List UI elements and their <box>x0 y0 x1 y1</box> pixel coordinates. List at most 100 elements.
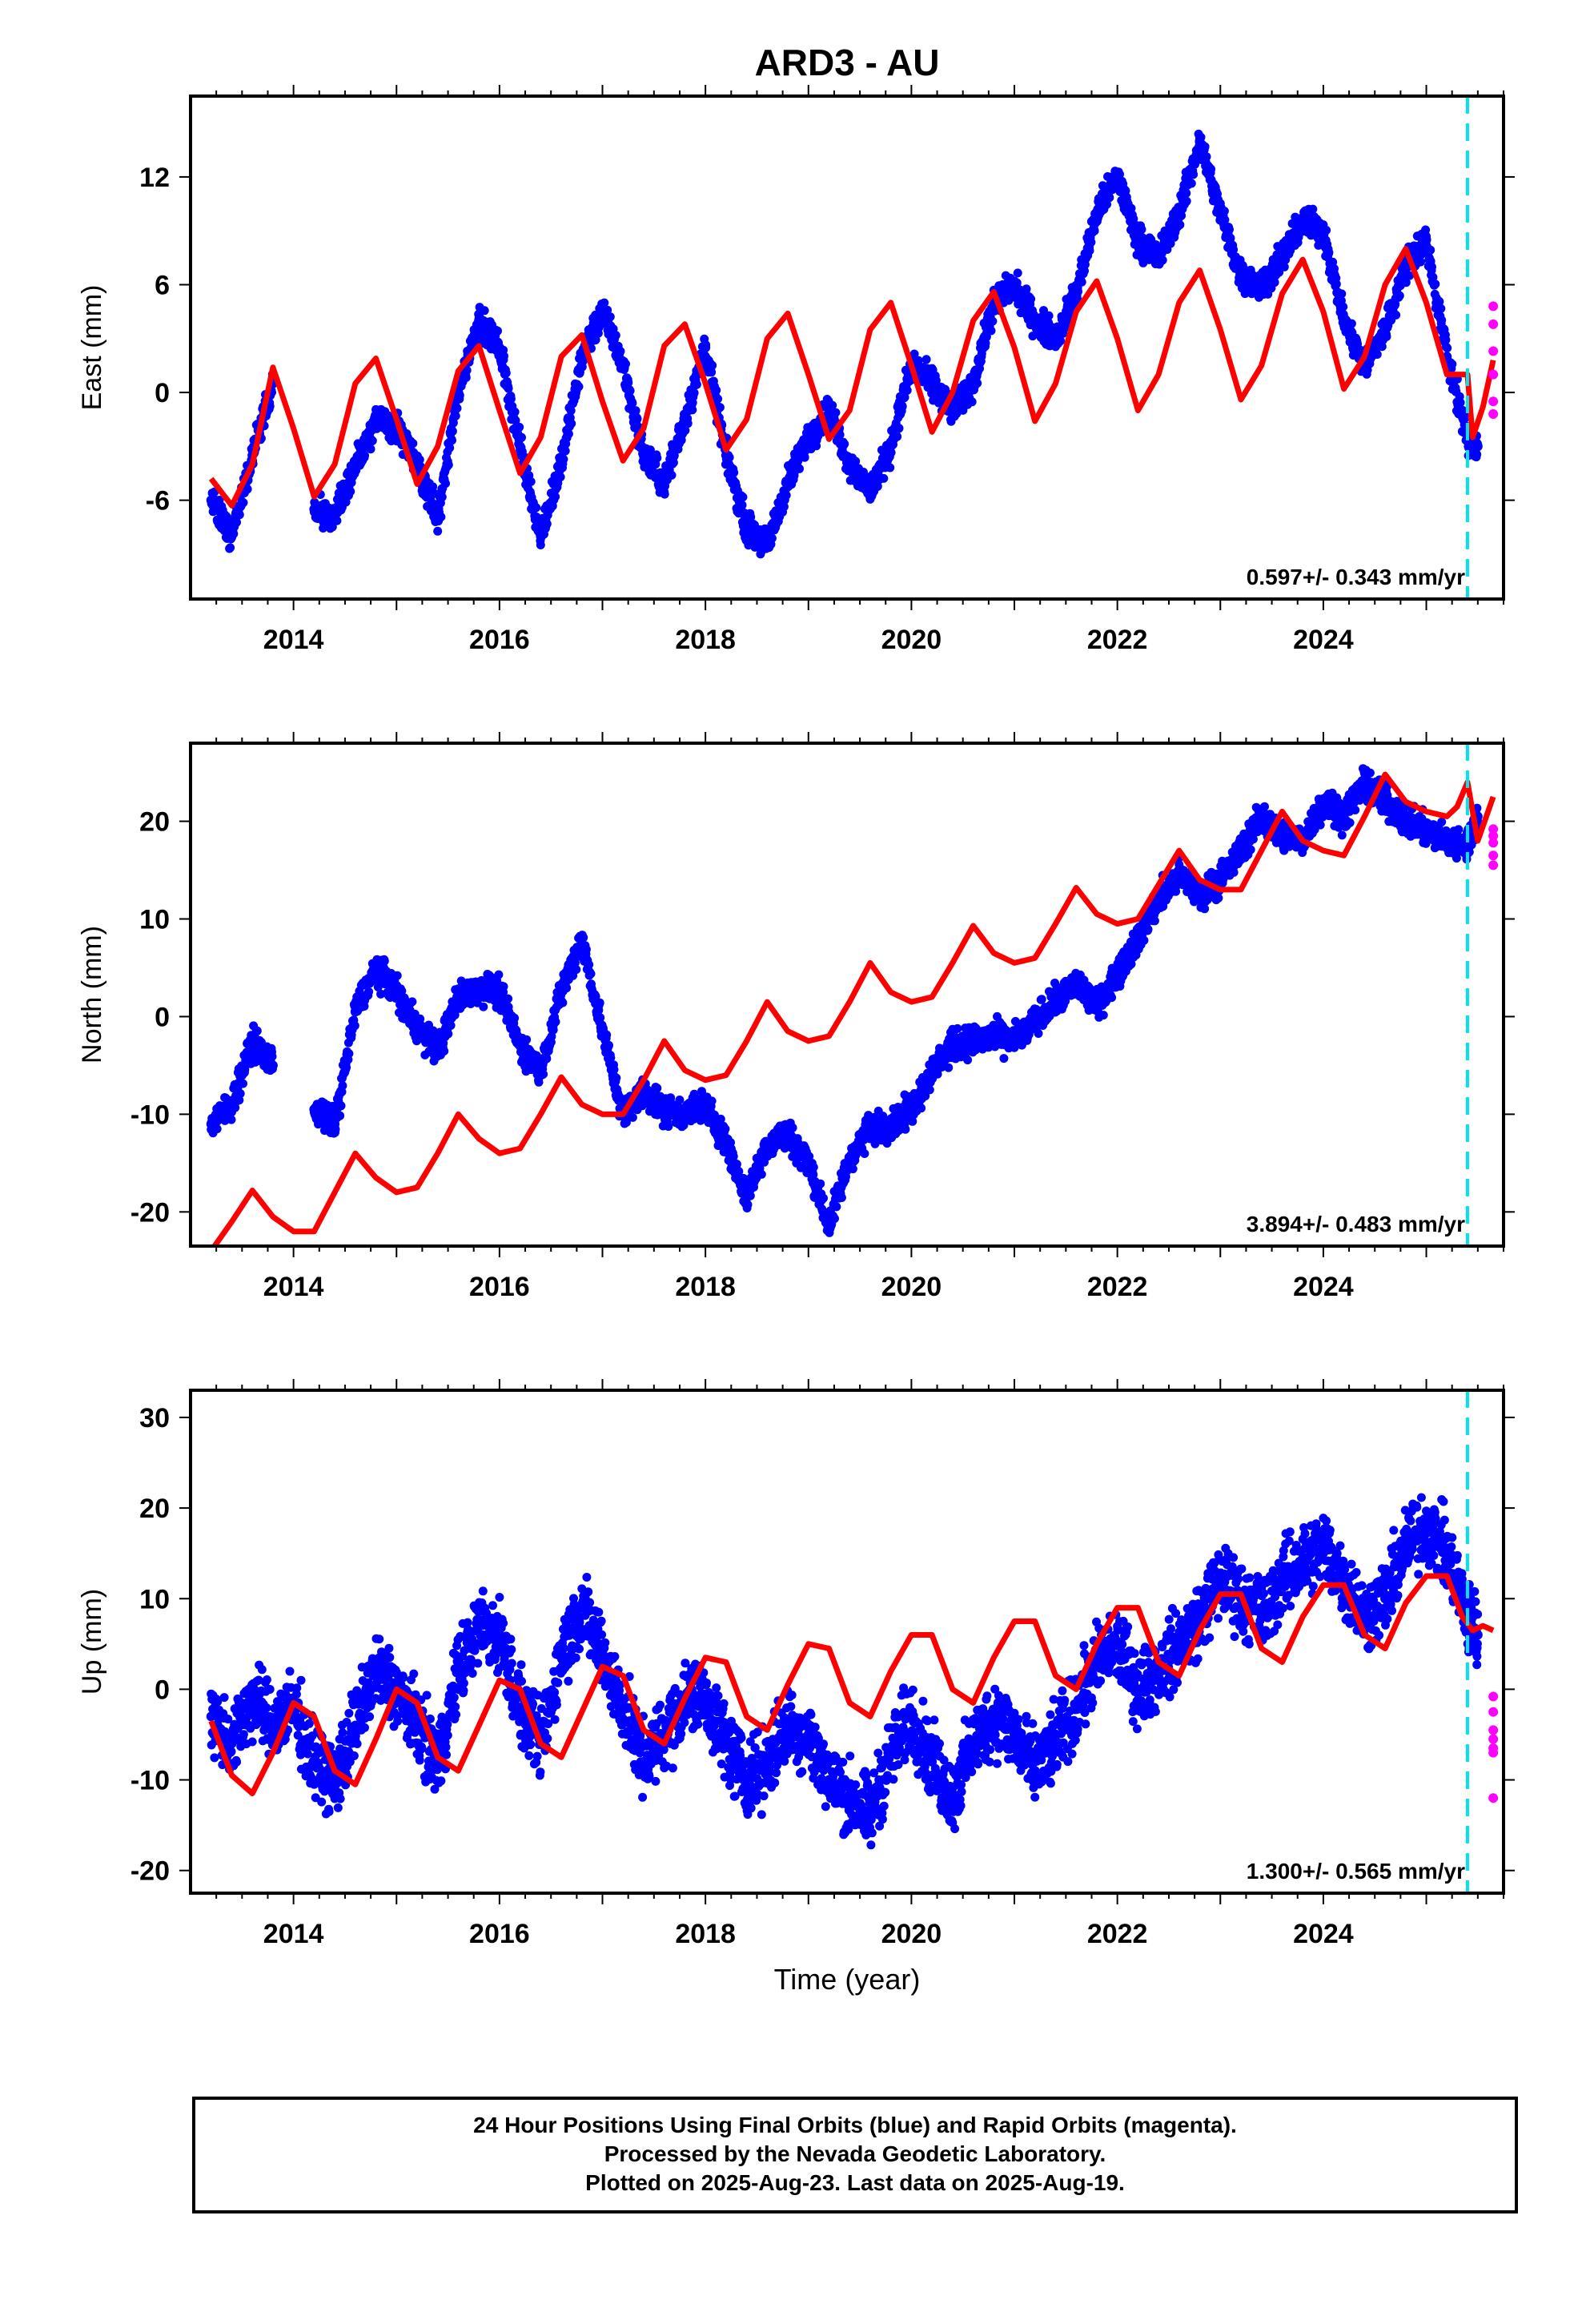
plot-frame-east <box>189 94 1505 601</box>
final-orbit-point <box>338 1081 347 1091</box>
final-orbit-point <box>638 450 648 460</box>
x-axis-east <box>215 85 1504 610</box>
final-orbit-point <box>606 1053 616 1063</box>
final-orbit-point <box>900 392 909 402</box>
y-tick-label: 6 <box>155 271 170 301</box>
final-orbit-point <box>845 459 855 469</box>
final-orbit-point <box>243 485 252 494</box>
final-orbit-point <box>605 312 615 322</box>
final-orbit-point <box>1026 294 1036 304</box>
final-orbit-point <box>1391 310 1401 320</box>
final-orbit-point <box>675 1096 685 1104</box>
final-orbit-point <box>885 463 895 472</box>
final-orbit-point <box>1339 316 1349 326</box>
final-orbit-point <box>927 378 938 388</box>
final-orbit-point <box>1382 332 1391 341</box>
final-orbit-point <box>239 498 248 508</box>
model-fit-line-east <box>208 246 1496 509</box>
final-orbit-point <box>226 543 235 553</box>
final-orbit-point <box>558 998 568 1007</box>
final-orbit-point <box>235 1096 244 1105</box>
final-orbit-point <box>1416 250 1426 259</box>
rapid-orbit-point <box>1488 301 1499 312</box>
final-orbit-point <box>667 470 677 480</box>
final-orbit-point <box>560 446 570 456</box>
rapid-orbit-series-east <box>1488 301 1499 419</box>
x-tick-label: 2020 <box>881 625 942 655</box>
x-tick-label: 2016 <box>469 625 530 655</box>
final-orbit-point <box>252 1026 262 1035</box>
final-orbit-point <box>1405 271 1414 280</box>
final-orbit-point <box>1126 203 1136 213</box>
final-orbit-point <box>609 1065 619 1074</box>
final-orbit-point <box>336 1101 346 1111</box>
final-orbit-point <box>548 1025 558 1035</box>
final-orbit-series-east <box>206 136 1483 550</box>
final-orbit-point <box>511 416 520 425</box>
final-orbit-point <box>433 526 443 536</box>
final-orbit-point <box>444 460 453 469</box>
final-orbit-point <box>1472 441 1483 452</box>
final-orbit-point <box>227 1115 236 1124</box>
final-orbit-point <box>659 477 669 488</box>
final-orbit-point <box>652 1084 662 1093</box>
final-orbit-point <box>309 504 319 514</box>
final-orbit-point <box>596 1013 605 1023</box>
final-orbit-point <box>713 394 723 404</box>
final-orbit-point <box>921 355 931 364</box>
final-orbit-point <box>618 360 628 371</box>
final-orbit-point <box>1202 152 1211 162</box>
final-orbit-point <box>346 487 355 497</box>
y-axis-east <box>179 175 1515 501</box>
final-orbit-point <box>738 493 748 502</box>
final-orbit-point <box>1400 262 1411 272</box>
final-orbit-point <box>1347 319 1356 328</box>
final-orbit-point <box>466 999 476 1008</box>
final-orbit-point <box>451 411 460 420</box>
final-orbit-point <box>412 459 422 469</box>
final-orbit-point <box>493 326 502 336</box>
final-orbit-point <box>1186 179 1196 188</box>
final-orbit-point <box>500 352 508 361</box>
final-orbit-point <box>835 430 845 440</box>
final-orbit-point <box>1189 170 1199 179</box>
final-orbit-point <box>350 459 360 469</box>
final-orbit-point <box>510 1013 520 1023</box>
final-orbit-point <box>1437 316 1447 325</box>
final-orbit-point <box>783 477 793 488</box>
final-orbit-point <box>688 405 697 415</box>
final-orbit-point <box>416 1014 425 1023</box>
rapid-orbit-point <box>1488 408 1499 419</box>
final-orbit-point <box>446 1021 456 1030</box>
y-tick-label: -6 <box>146 486 170 517</box>
final-orbit-point <box>437 493 447 502</box>
final-orbit-point <box>947 405 958 416</box>
final-orbit-point <box>1013 268 1022 278</box>
final-orbit-point <box>572 965 581 975</box>
final-orbit-point <box>551 492 560 501</box>
final-orbit-point <box>428 1026 438 1035</box>
final-orbit-point <box>504 994 513 1003</box>
final-orbit-point <box>689 388 699 398</box>
final-orbit-point <box>767 533 777 543</box>
final-orbit-point <box>741 522 752 533</box>
final-orbit-point <box>551 1017 560 1027</box>
final-orbit-point <box>1331 279 1341 289</box>
final-orbit-point <box>712 385 721 395</box>
final-orbit-point <box>1175 220 1185 230</box>
final-orbit-point <box>350 1021 359 1031</box>
final-orbit-point <box>1102 199 1112 209</box>
final-orbit-point <box>584 960 594 969</box>
plot-area-north <box>206 743 1499 1246</box>
final-orbit-point <box>556 472 565 482</box>
final-orbit-point <box>462 366 472 375</box>
final-orbit-point <box>1324 247 1334 257</box>
final-orbit-point <box>624 378 633 388</box>
final-orbit-point <box>501 368 511 378</box>
plot-area-east <box>206 96 1499 599</box>
final-orbit-point <box>1112 171 1122 182</box>
final-orbit-point <box>824 405 834 416</box>
final-orbit-point <box>1085 246 1094 255</box>
final-orbit-point <box>506 394 516 404</box>
